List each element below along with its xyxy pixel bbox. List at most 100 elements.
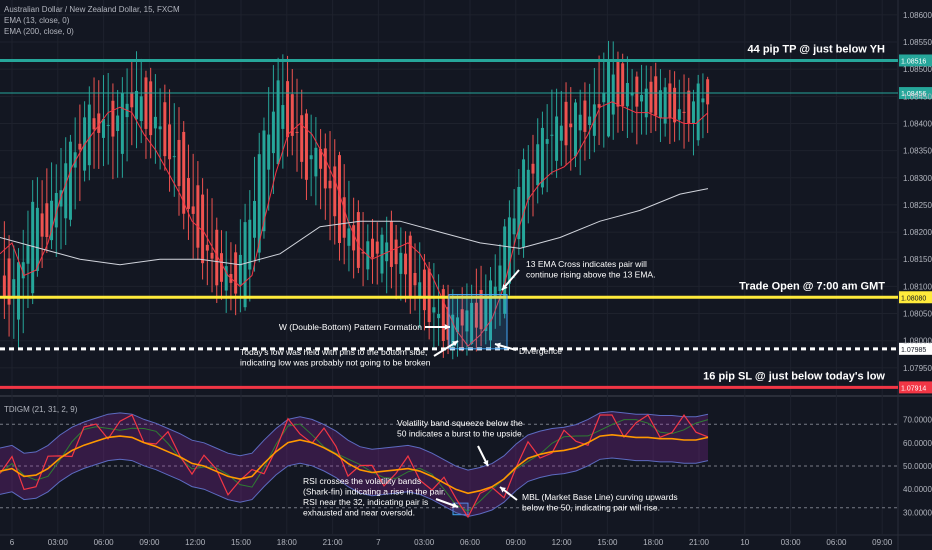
candle-body	[621, 63, 625, 106]
todays-low-price-label-bg	[899, 342, 932, 355]
candle-body	[691, 101, 695, 124]
candle-body	[64, 163, 68, 219]
time-tick-label: 6	[10, 538, 15, 547]
candle-body	[304, 113, 308, 180]
take-profit-price-label: 1.08516	[901, 58, 926, 65]
mbl-note: below the 50, indicating pair will rise.	[522, 503, 660, 513]
candle-body	[663, 87, 667, 124]
price-tick-label: 1.08350	[903, 147, 932, 156]
price-tick-label: 1.08400	[903, 119, 932, 128]
candle-body	[616, 61, 620, 107]
candle-body	[371, 238, 375, 258]
candle-body	[696, 83, 700, 141]
candle-body	[677, 109, 681, 120]
candle-body	[583, 100, 587, 132]
indicator-tick-label: 50.0000	[903, 462, 932, 471]
ema-line	[0, 101, 709, 347]
todays-low-price-label: 1.07985	[901, 347, 926, 354]
candle-body	[26, 245, 30, 264]
rsi-note: RSI near the 32, indicating pair is	[303, 497, 428, 507]
candle-body	[135, 90, 139, 120]
candle-body	[630, 92, 634, 96]
candle-body	[375, 241, 379, 254]
trade-open-price-label: 1.08080	[901, 295, 926, 302]
time-tick-label: 03:00	[48, 538, 69, 547]
candle-body	[451, 314, 455, 347]
candle-body	[526, 169, 530, 200]
annotation-arrowhead	[483, 460, 489, 466]
candle-body	[31, 201, 35, 294]
price-tick-label: 1.08200	[903, 228, 932, 237]
annotation-arrowhead	[502, 284, 508, 290]
candle-body	[432, 307, 436, 313]
price-tick-label: 1.08450	[903, 92, 932, 101]
time-tick-label: 7	[376, 538, 381, 547]
rsi-line	[0, 413, 709, 519]
candle-body	[540, 127, 544, 188]
candle-body	[545, 139, 549, 144]
candle-body	[602, 93, 606, 103]
candle-body	[333, 166, 337, 217]
candle-body	[649, 81, 653, 113]
candle-body	[78, 143, 82, 150]
price-tick-label: 1.08250	[903, 201, 932, 210]
candle-body	[45, 203, 49, 238]
candle-body	[625, 83, 629, 107]
legend-ema13: EMA (13, close, 0)	[4, 16, 70, 25]
candle-body	[73, 152, 77, 168]
candle-body	[418, 282, 422, 297]
candle-body	[328, 180, 332, 189]
candle-body	[512, 218, 516, 235]
candle-body	[253, 200, 257, 238]
take-profit-level-text: 44 pip TP @ just below YH	[748, 43, 886, 55]
annotations: 13 EMA Cross indicates pair willcontinue…	[240, 259, 678, 518]
candle-body	[158, 126, 162, 130]
lower-band-line	[0, 457, 709, 518]
candle-body	[503, 226, 507, 314]
candle-body	[139, 96, 143, 122]
candle-body	[658, 90, 662, 118]
ema-series	[0, 101, 709, 347]
stop-loss-price-label: 1.07914	[901, 385, 926, 392]
annotation-arrowhead	[452, 502, 458, 508]
take-profit-price-label-bg	[899, 54, 932, 67]
price-tick-label: 1.08150	[903, 255, 932, 264]
candle-body	[597, 104, 601, 108]
candle-body	[522, 159, 526, 247]
price-tick-label: 1.08500	[903, 65, 932, 74]
candle-body	[50, 200, 54, 241]
time-tick-label: 15:00	[597, 538, 618, 547]
rsi-note: exhausted and near oversold.	[303, 508, 415, 518]
candle-body	[68, 141, 72, 220]
ema-cross-note: continue rising above the 13 EMA.	[526, 270, 655, 280]
upper-band-line	[0, 411, 709, 471]
indicator-tick-label: 40.0000	[903, 485, 932, 494]
candle-body	[479, 289, 483, 330]
candle-body	[361, 252, 365, 254]
candle-body	[559, 125, 563, 141]
rsi-note: (Shark-fin) indicating a rise in the pai…	[303, 487, 446, 497]
candle-body	[607, 61, 611, 137]
candle-body	[460, 309, 464, 326]
time-tick-label: 12:00	[552, 538, 573, 547]
annotation-arrowhead	[495, 342, 501, 349]
candle-body	[498, 265, 502, 292]
candle-body	[120, 93, 124, 154]
candle-body	[611, 74, 615, 115]
candle-body	[644, 88, 648, 118]
candle-body	[380, 234, 384, 274]
candle-body	[399, 252, 403, 274]
indicator-tick-label: 30.0000	[903, 508, 932, 517]
divergence-note: Divergence	[519, 346, 562, 356]
candle-body	[706, 79, 710, 105]
candle-body	[281, 105, 285, 129]
axes: 1.08600 1.08550 1.08500 1.08450 1.08400 1.083…	[10, 11, 932, 547]
time-tick-label: 09:00	[139, 538, 160, 547]
candle-body	[153, 116, 157, 129]
price-tick-label: 1.08300	[903, 174, 932, 183]
time-tick-label: 15:00	[231, 538, 252, 547]
candle-body	[295, 131, 299, 133]
annotation-arrowhead	[452, 341, 458, 347]
